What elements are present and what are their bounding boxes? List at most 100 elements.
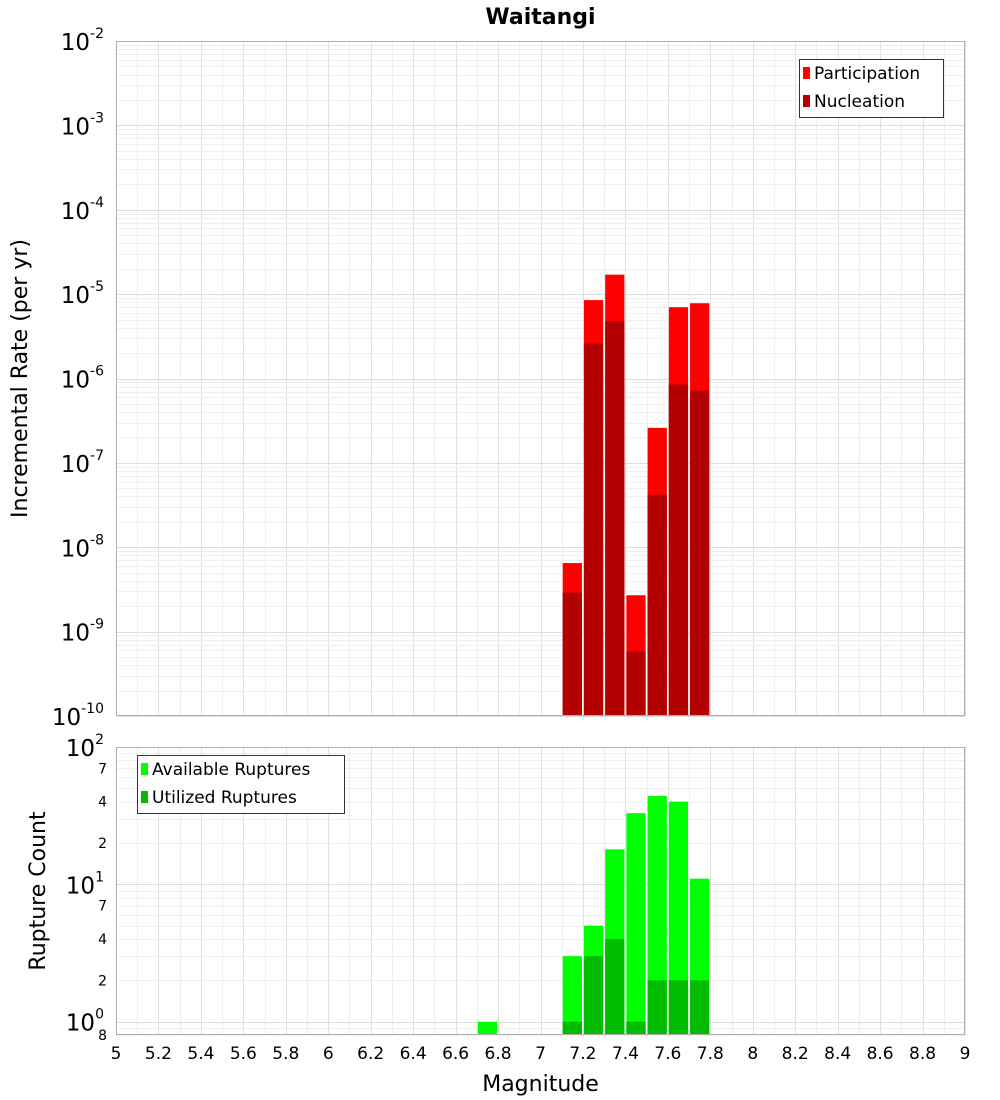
y-tick-label: 10-3 bbox=[61, 110, 104, 140]
y-tick-label: 10-4 bbox=[61, 195, 104, 225]
y-tick-label: 10-7 bbox=[61, 448, 104, 478]
x-tick-label: 7.8 bbox=[697, 1044, 724, 1064]
y-tick-base: 10 bbox=[61, 114, 90, 140]
y-minor-tick-label: 4 bbox=[98, 932, 107, 948]
y-minor-tick-label: 7 bbox=[98, 761, 107, 777]
x-tick-label: 6 bbox=[323, 1044, 334, 1064]
bar bbox=[647, 494, 667, 716]
bar bbox=[562, 956, 582, 1035]
y-tick-base: 10 bbox=[61, 621, 90, 647]
legend-box bbox=[799, 59, 944, 118]
x-tick-label: 6.8 bbox=[485, 1044, 512, 1064]
x-tick-label: 7.2 bbox=[569, 1044, 596, 1064]
bar bbox=[562, 592, 582, 716]
bar bbox=[477, 1021, 498, 1035]
plot-border-1 bbox=[116, 747, 965, 1035]
legend-label: Available Ruptures bbox=[152, 760, 310, 780]
bar bbox=[647, 980, 667, 1035]
bar bbox=[562, 1021, 582, 1035]
chart-title: Waitangi bbox=[485, 5, 595, 30]
y-minor-tick-label: 7 bbox=[98, 899, 107, 915]
bar bbox=[647, 795, 667, 1035]
x-tick-label: 9 bbox=[960, 1044, 971, 1064]
x-tick-label: 5 bbox=[111, 1044, 122, 1064]
series-nucleation bbox=[562, 321, 710, 716]
y-tick-base: 10 bbox=[61, 452, 90, 478]
legend-label: Participation bbox=[814, 64, 920, 84]
legend-swatch bbox=[803, 67, 810, 79]
y-tick-exponent: -10 bbox=[81, 701, 104, 717]
x-tick-label: 5.4 bbox=[187, 1044, 214, 1064]
x-tick-label: 5.8 bbox=[272, 1044, 299, 1064]
legend-swatch bbox=[141, 791, 148, 803]
bar bbox=[690, 390, 710, 716]
bar bbox=[690, 980, 710, 1035]
bar bbox=[626, 651, 646, 716]
x-tick-label: 7 bbox=[535, 1044, 546, 1064]
y-axis-title: Rupture Count bbox=[26, 811, 51, 971]
y-tick-exponent: 1 bbox=[95, 869, 104, 885]
y-axis-title: Incremental Rate (per yr) bbox=[8, 239, 33, 518]
y-tick-base: 10 bbox=[66, 736, 95, 762]
bar bbox=[583, 343, 604, 716]
y-tick-label: 10-6 bbox=[61, 364, 104, 394]
bar bbox=[668, 980, 689, 1035]
grid-0 bbox=[116, 41, 966, 717]
y-tick-label: 10-5 bbox=[61, 279, 104, 309]
legend-label: Utilized Ruptures bbox=[152, 788, 297, 808]
y-tick-exponent: 0 bbox=[95, 1007, 104, 1023]
y-tick-label: 10-8 bbox=[61, 532, 104, 562]
y-tick-label: 102 bbox=[66, 732, 104, 762]
y-tick-label: 100 bbox=[66, 1007, 104, 1037]
y-tick-exponent: 2 bbox=[95, 732, 104, 748]
y-tick-exponent: -9 bbox=[90, 617, 104, 633]
x-axis-title: Magnitude bbox=[482, 1072, 599, 1097]
bar bbox=[668, 801, 689, 1035]
x-tick-label: 8.4 bbox=[824, 1044, 851, 1064]
y-minor-tick-label: 4 bbox=[98, 795, 107, 811]
legend-1: Available Ruptures Utilized Ruptures bbox=[137, 755, 345, 814]
x-tick-label: 7.6 bbox=[654, 1044, 681, 1064]
plot-area-0 bbox=[116, 41, 965, 716]
y-tick-base: 10 bbox=[61, 30, 90, 56]
y-tick-exponent: -4 bbox=[90, 195, 104, 211]
x-tick-label: 6.4 bbox=[400, 1044, 427, 1064]
y-tick-base: 10 bbox=[61, 368, 90, 394]
y-tick-label: 10-10 bbox=[52, 701, 104, 731]
y-tick-label: 10-2 bbox=[61, 26, 104, 56]
y-tick-exponent: -7 bbox=[90, 448, 104, 464]
legend-swatch bbox=[803, 95, 810, 107]
bar bbox=[605, 939, 625, 1035]
legend-swatch bbox=[141, 763, 148, 775]
bar bbox=[668, 384, 689, 716]
bar bbox=[583, 956, 604, 1035]
y-tick-label: 101 bbox=[66, 869, 104, 899]
plot-border-0 bbox=[116, 41, 965, 716]
y-tick-exponent: -5 bbox=[90, 279, 104, 295]
y-tick-base: 10 bbox=[52, 705, 81, 731]
legend-box bbox=[137, 755, 345, 814]
y-tick-base: 10 bbox=[66, 1011, 95, 1037]
bar bbox=[626, 813, 646, 1035]
x-tick-label: 5.6 bbox=[230, 1044, 257, 1064]
x-tick-label: 8 bbox=[747, 1044, 758, 1064]
x-tick-label: 8.6 bbox=[867, 1044, 894, 1064]
y-minor-tick-label: 2 bbox=[98, 973, 107, 989]
x-tick-label: 8.2 bbox=[782, 1044, 809, 1064]
x-tick-label: 5.2 bbox=[145, 1044, 172, 1064]
legend-label: Nucleation bbox=[814, 92, 905, 112]
bar bbox=[605, 321, 625, 716]
x-tick-label: 7.4 bbox=[612, 1044, 639, 1064]
y-tick-exponent: -2 bbox=[90, 26, 104, 42]
y-tick-label: 10-9 bbox=[61, 617, 104, 647]
x-tick-label: 8.8 bbox=[909, 1044, 936, 1064]
y-minor-tick-label: 8 bbox=[98, 1028, 107, 1044]
y-tick-exponent: -8 bbox=[90, 532, 104, 548]
bar bbox=[626, 1021, 646, 1035]
legend-0: Participation Nucleation bbox=[799, 59, 944, 118]
y-tick-exponent: -6 bbox=[90, 364, 104, 380]
series-utilized-ruptures bbox=[562, 939, 710, 1035]
y-tick-base: 10 bbox=[66, 873, 95, 899]
x-tick-label: 6.2 bbox=[357, 1044, 384, 1064]
